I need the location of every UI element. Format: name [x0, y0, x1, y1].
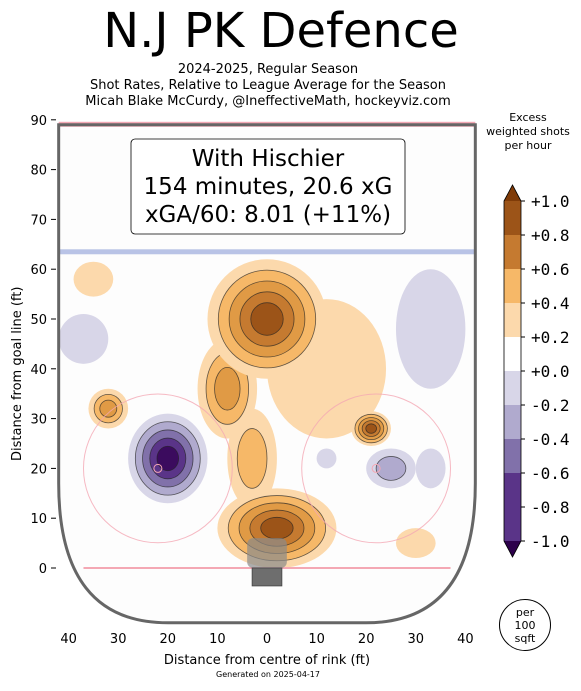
colorbar-label-1: +0.8: [531, 226, 570, 245]
subtitle-season: 2024-2025, Regular Season: [177, 62, 359, 77]
heat-contour-10-0: [58, 314, 109, 364]
heat-contour-12-1: [375, 456, 407, 481]
infobox-line-3: xGA/60: 8.01 (+11%): [145, 202, 391, 228]
colorbar-label-8: -0.6: [531, 464, 570, 483]
colorbar-band-0: [504, 201, 521, 236]
colorbar-label-3: +0.4: [531, 294, 570, 313]
y-tick-label-60: 60: [30, 263, 47, 278]
heat-contour-3-1: [236, 428, 268, 489]
unit-badge: per 100 sqft: [499, 599, 551, 651]
x-tick-label-2: 20: [160, 632, 177, 647]
colorbar-band-6: [504, 405, 521, 440]
colorbar-label-6: -0.2: [531, 396, 570, 415]
colorbar-band-7: [504, 439, 521, 474]
colorbar-label-4: +0.2: [531, 328, 570, 347]
x-axis-label: Distance from centre of rink (ft): [164, 653, 370, 668]
colorbar-band-3: [504, 303, 521, 338]
colorbar-label-0: +1.0: [531, 192, 570, 211]
infobox-frame: [130, 138, 406, 235]
heat-contour-5-4: [365, 423, 377, 434]
y-tick-label-40: 40: [30, 363, 47, 378]
colorbar-band-2: [504, 269, 521, 304]
colorbar-label-2: +0.6: [531, 260, 570, 279]
heat-contour-2-4: [260, 516, 294, 540]
y-tick-label-30: 30: [30, 413, 47, 428]
heat-contour-11-0: [395, 269, 466, 389]
subtitle-author: Micah Blake McCurdy, @IneffectiveMath, h…: [85, 94, 451, 109]
faceoff-dot-right: [371, 463, 381, 473]
y-axis-label: Distance from goal line (ft): [10, 287, 25, 461]
x-tick-label-1: 30: [110, 632, 127, 647]
y-tick-label-70: 70: [30, 213, 47, 228]
infobox-line-2: 154 minutes, 20.6 xG: [144, 174, 393, 200]
unit-badge-line-3: sqft: [514, 631, 536, 645]
colorbar-label-10: -1.0: [531, 532, 570, 551]
chart-title: N.J PK Defence: [103, 3, 459, 59]
faceoff-dot-left: [153, 463, 163, 473]
goal-crease: [247, 538, 287, 568]
subtitle-description: Shot Rates, Relative to League Average f…: [89, 78, 447, 93]
colorbar-label-7: -0.4: [531, 430, 570, 449]
x-tick-label-8: 40: [457, 632, 474, 647]
rink-outline: [57, 123, 477, 625]
colorbar-band-9: [504, 507, 521, 542]
x-tick-label-5: 10: [308, 632, 325, 647]
footer-generated: Generated on 2025-04-17: [216, 670, 320, 679]
y-tick-label-90: 90: [30, 114, 47, 129]
heat-contour-0-4: [250, 302, 284, 336]
heat-contour-7-0: [73, 261, 114, 297]
colorbar-label-5: +0.0: [531, 362, 570, 381]
x-tick-label-0: 40: [60, 632, 77, 647]
infobox-line-1: With Hischier: [192, 146, 345, 172]
colorbar-max-arrow: [504, 185, 521, 201]
y-tick-label-50: 50: [30, 313, 47, 328]
colorbar-title-line-1: Excess: [509, 111, 547, 124]
faceoff-circle-right: [301, 393, 452, 544]
colorbar-band-8: [504, 473, 521, 508]
colorbar-title-line-2: weighted shots: [486, 125, 570, 138]
colorbar-min-arrow: [504, 541, 521, 557]
unit-badge-line-2: 100: [514, 618, 536, 632]
x-tick-label-7: 30: [408, 632, 425, 647]
colorbar-title-line-3: per hour: [504, 139, 552, 152]
x-tick-label-6: 20: [358, 632, 375, 647]
y-tick-label-20: 20: [30, 462, 47, 477]
y-tick-label-0: 0: [39, 562, 47, 577]
x-tick-label-3: 10: [209, 632, 226, 647]
heat-contour-14-0: [415, 448, 446, 489]
heat-contour-9-4: [156, 445, 180, 472]
y-tick-label-80: 80: [30, 164, 47, 179]
heat-contour-4-2: [99, 399, 118, 418]
faceoff-circle-left: [82, 393, 233, 544]
heat-contour-8-0: [395, 528, 436, 559]
blue-line: [58, 249, 476, 255]
goal-net: [251, 567, 283, 587]
unit-badge-line-1: per: [515, 605, 535, 619]
colorbar-label-9: -0.8: [531, 498, 570, 517]
heat-contour-1-2: [214, 366, 241, 411]
colorbar-band-4: [504, 337, 521, 372]
colorbar-band-5: [504, 371, 521, 406]
y-tick-label-10: 10: [30, 512, 47, 527]
heat-contour-13-0: [316, 448, 337, 469]
x-tick-label-4: 0: [263, 632, 271, 647]
colorbar-band-1: [504, 235, 521, 270]
